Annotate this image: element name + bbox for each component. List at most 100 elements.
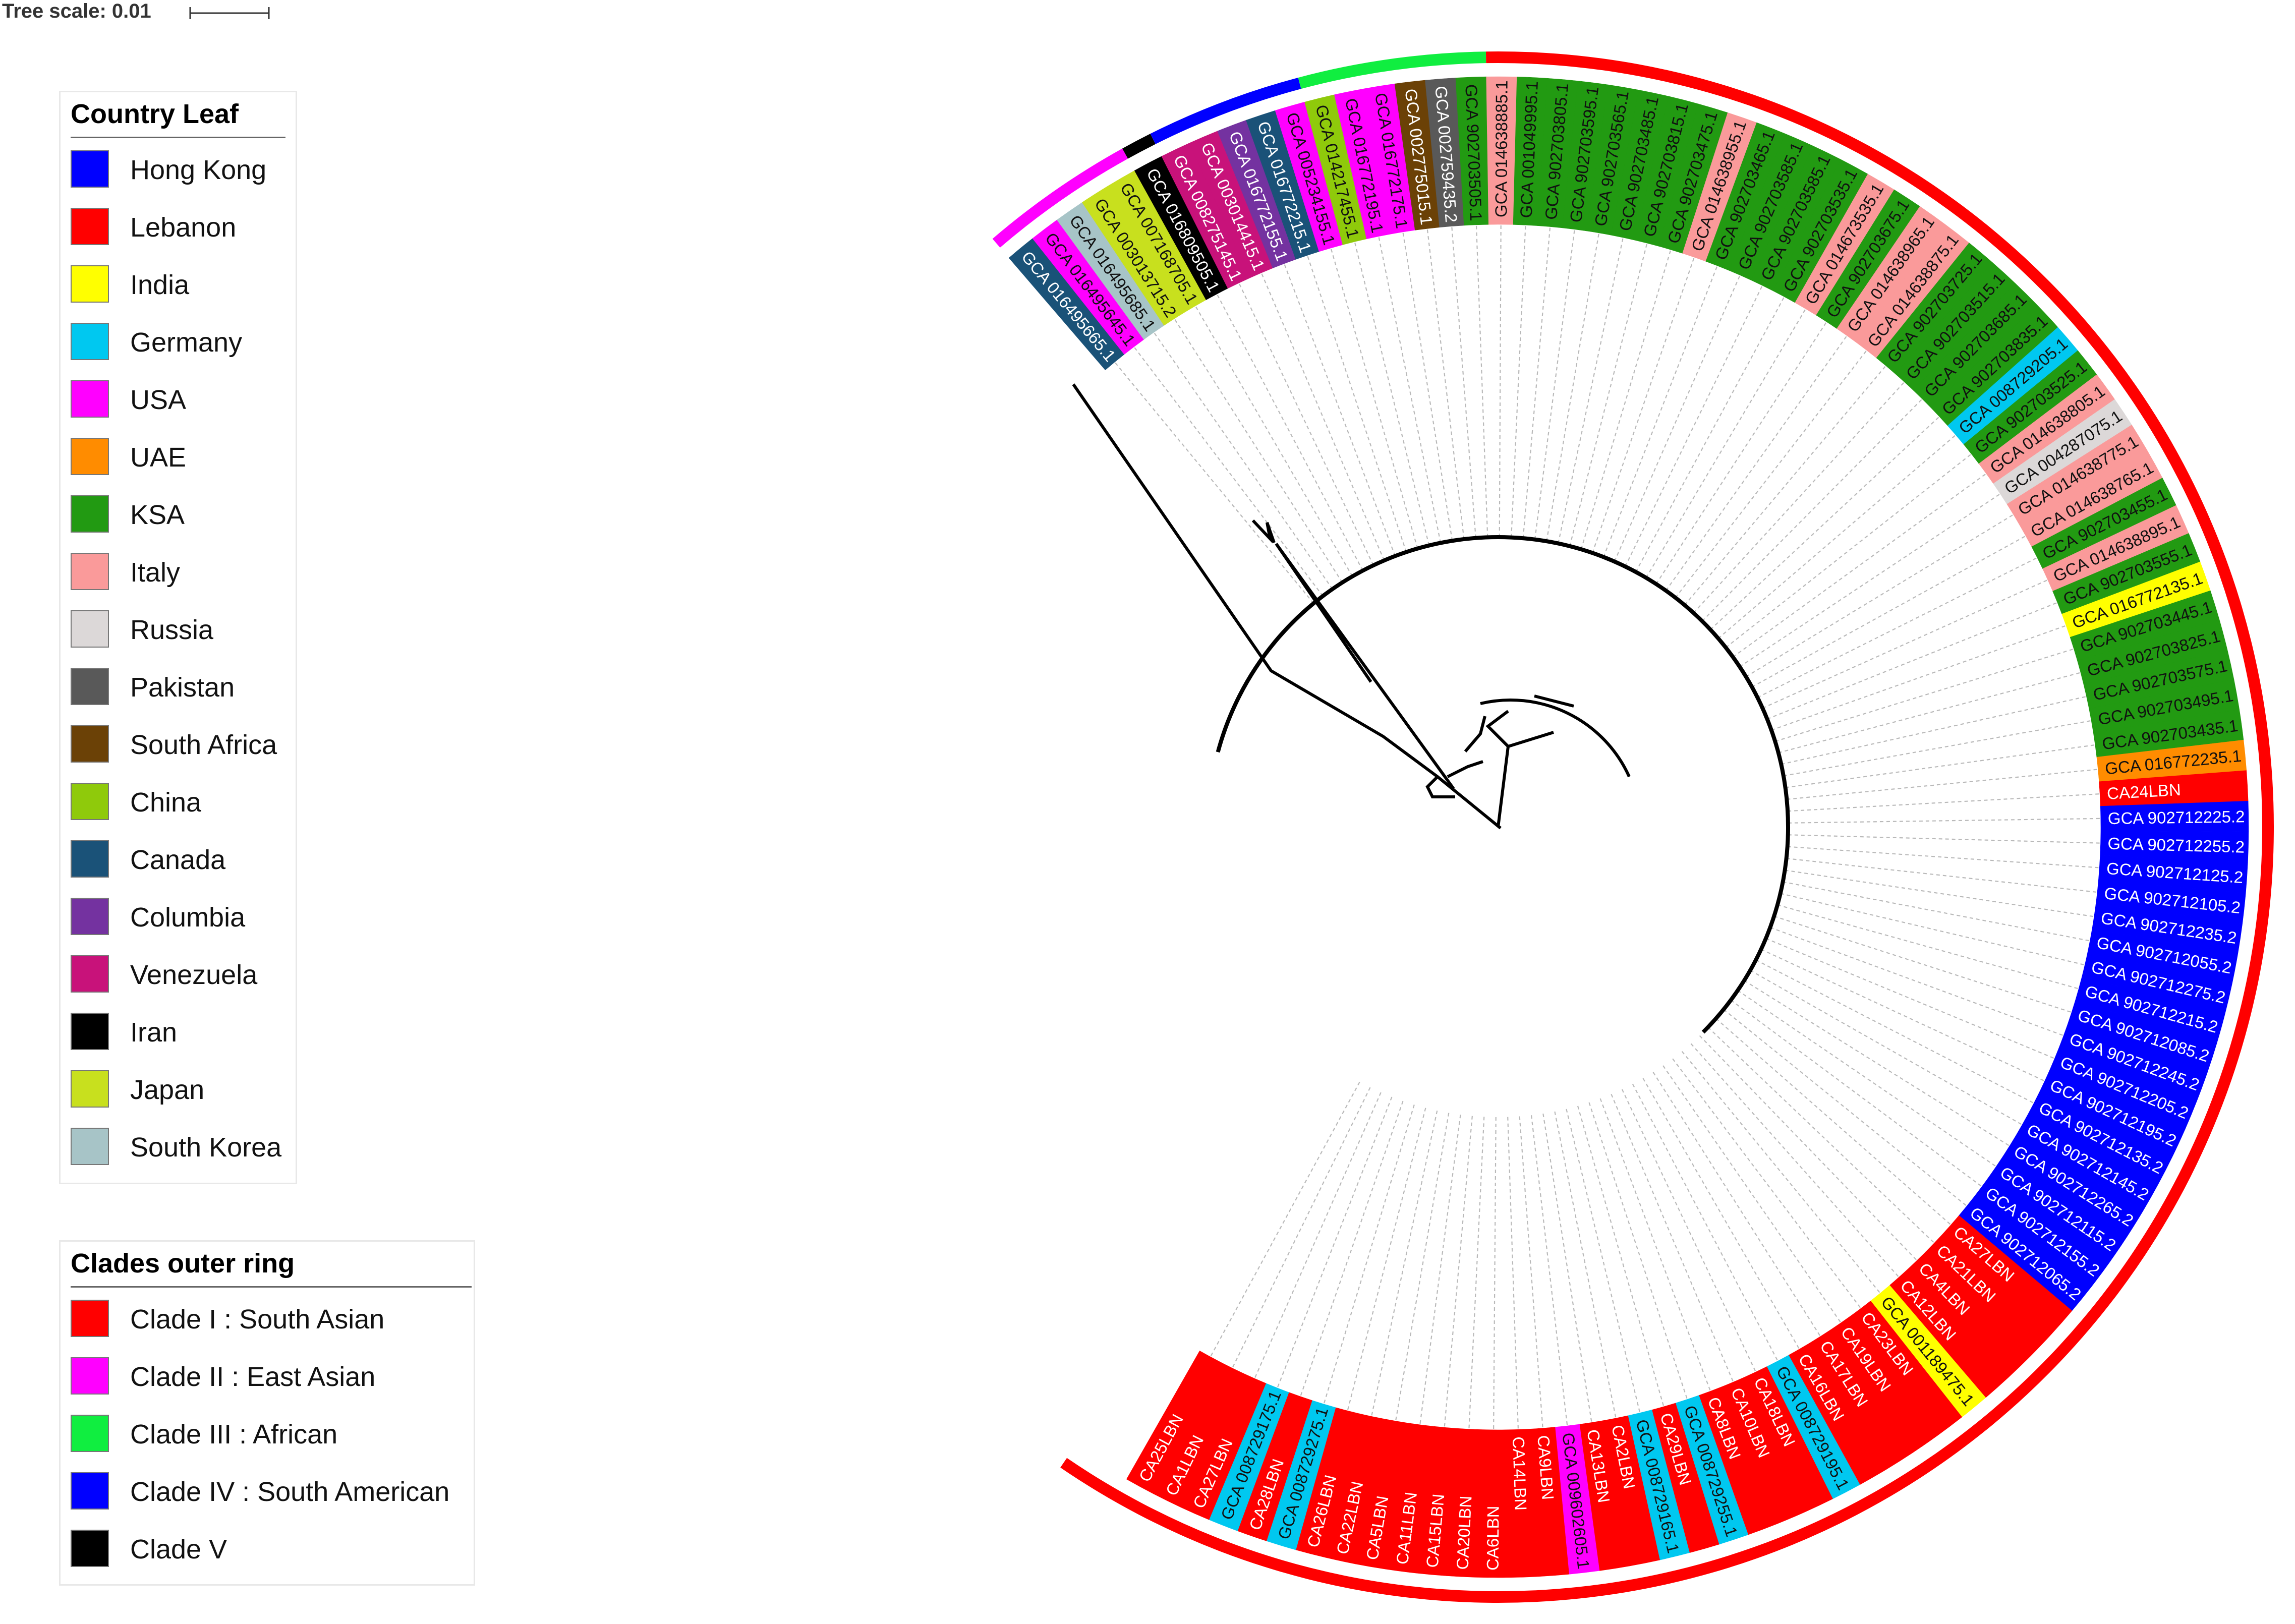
leaf-connector-line — [1588, 1102, 1688, 1400]
country-legend-label: Russia — [130, 615, 214, 645]
leaf-connector-line — [1730, 1000, 1982, 1187]
country-legend-label: South Africa — [130, 730, 277, 760]
internal-branch — [1447, 760, 1483, 778]
country-color-swatch — [71, 438, 109, 475]
internal-branch — [1480, 699, 1631, 778]
leaf-connector-line — [1580, 249, 1672, 550]
leaf-connector-line — [1554, 1111, 1617, 1419]
leaf-connector-line — [1444, 1116, 1473, 1428]
country-legend-label: UAE — [130, 442, 187, 473]
leaf-connector-line — [1773, 915, 2072, 1013]
leaf-connector-line — [1592, 257, 1695, 553]
country-legend-label: South Korea — [130, 1132, 282, 1163]
internal-branch — [1485, 710, 1510, 748]
leaf-connector-line — [1787, 846, 2100, 868]
country-color-swatch — [71, 553, 109, 590]
leaf-connector-line — [1662, 1065, 1842, 1323]
leaf-connector-line — [1652, 1072, 1821, 1337]
leaf-connector-line — [1468, 1117, 1485, 1429]
tree-scale: Tree scale: 0.01 — [0, 0, 313, 30]
leaf-connector-line — [1133, 346, 1324, 597]
leaf-connector-line — [1451, 226, 1476, 538]
country-color-swatch — [71, 1070, 109, 1108]
leaf-connector-line — [1614, 275, 1741, 562]
leaf-connector-line — [1530, 1115, 1568, 1426]
leaf-connector-line — [1751, 535, 2026, 688]
country-legend-label: Hong Kong — [130, 155, 267, 185]
country-legend-label: Canada — [130, 845, 226, 875]
leaf-connector-line — [1681, 1051, 1881, 1294]
leaf-connector-line — [1725, 453, 1972, 648]
leaf-connector-line — [1569, 243, 1648, 547]
leaf-connector-line — [1232, 1087, 1371, 1369]
leaf-connector-line — [1788, 834, 2101, 844]
leaf-connector-line — [1783, 881, 2090, 942]
leaf-connector-line — [1475, 224, 1488, 538]
leaf-connector-line — [1603, 265, 1718, 557]
leaf-label: CA24LBN — [2106, 780, 2182, 803]
leaf-connector-line — [1765, 938, 2055, 1059]
leaf-label: CA6LBN — [1483, 1505, 1503, 1571]
leaf-connector-line — [1402, 231, 1453, 541]
clade-color-swatch — [71, 1415, 109, 1452]
leaf-connector-line — [1723, 1009, 1967, 1207]
country-legend-label: Iran — [130, 1017, 178, 1048]
clade-ring-segment — [1060, 51, 2274, 1603]
leaf-connector-line — [1378, 236, 1442, 543]
leaf-connector-line — [1783, 720, 2092, 777]
leaf-connector-line — [1625, 285, 1763, 567]
clade-color-swatch — [71, 1472, 109, 1510]
clade-legend-label: Clade V — [130, 1534, 227, 1564]
leaf-connector-line — [1632, 1083, 1778, 1362]
leaf-connector-line — [1781, 695, 2087, 765]
country-color-swatch — [71, 380, 109, 418]
leaf-connector-line — [1715, 1018, 1952, 1226]
country-legend-label: USA — [130, 385, 187, 415]
internal-branch — [1534, 694, 1574, 708]
leaf-connector-line — [1347, 1108, 1426, 1411]
leaf-connector-line — [1642, 1078, 1800, 1350]
country-color-swatch — [71, 610, 109, 648]
leaf-connector-line — [1778, 672, 2081, 753]
leaf-connector-line — [1522, 226, 1551, 539]
leaf-connector-line — [1684, 365, 1886, 606]
country-legend-label: KSA — [130, 500, 185, 530]
clades-legend-title: Clades outer ring — [71, 1248, 472, 1288]
leaf-label: GCA 902712225.2 — [2108, 807, 2245, 828]
leaf-connector-line — [1645, 308, 1806, 578]
leaf-connector-line — [1788, 793, 2100, 812]
tree-branches — [1072, 383, 1790, 1034]
leaf-connector-line — [1690, 1043, 1900, 1278]
clade-ring-segment — [992, 148, 1128, 248]
clade-outer-ring — [992, 51, 2274, 1603]
leaf-connector-line — [1354, 242, 1430, 546]
clade-color-swatch — [71, 1300, 109, 1337]
internal-branch — [1464, 716, 1486, 752]
leaf-connector-line — [1761, 949, 2045, 1082]
country-leaf-strips — [1008, 76, 2249, 1578]
leaf-connector-line — [1426, 228, 1465, 540]
country-color-swatch — [71, 1013, 109, 1050]
leaf-connector-line — [1519, 1116, 1543, 1428]
country-color-swatch — [71, 898, 109, 935]
leaf-connector-line — [1717, 434, 1957, 639]
leaf-connector-line — [1710, 416, 1940, 630]
leaf-connector-line — [1785, 744, 2095, 788]
country-color-swatch — [71, 783, 109, 820]
clade-legend-label: Clade I : South Asian — [130, 1304, 385, 1335]
leaf-connector-line — [1701, 398, 1923, 622]
country-color-swatch — [71, 150, 109, 188]
leaf-connector-line — [1780, 893, 2085, 966]
leaf-connector-line — [1499, 224, 1502, 538]
country-legend-label: Columbia — [130, 902, 246, 933]
internal-branch — [1072, 383, 1502, 830]
leaf-connector-line — [1707, 1026, 1935, 1244]
leaf-connector-line — [1744, 980, 2010, 1147]
country-color-swatch — [71, 668, 109, 705]
country-legend-label: China — [130, 787, 202, 818]
leaf-connector-line — [1787, 769, 2098, 800]
clade-legend-label: Clade II : East Asian — [130, 1362, 376, 1392]
leaf-label: GCA 014638885.1 — [1491, 80, 1511, 217]
country-legend-label: India — [130, 270, 190, 300]
country-color-swatch — [71, 840, 109, 878]
